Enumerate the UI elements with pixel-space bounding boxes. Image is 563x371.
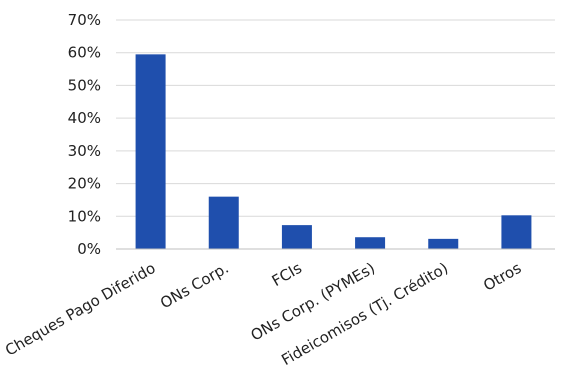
x-category-label: ONs Corp. (PYMEs) [248, 259, 379, 345]
x-category-label: FCIs [269, 259, 305, 290]
x-category-label: Cheques Pago Diferido [2, 259, 159, 360]
y-axis-tick-labels: 0% 10% 20% 30% 40% 50% 60% 70% [68, 11, 101, 258]
bar-1 [208, 196, 239, 249]
bar-3 [355, 237, 386, 249]
y-tick-label: 20% [68, 175, 101, 193]
y-tick-label: 40% [68, 109, 101, 127]
x-category-label: Otros [480, 259, 524, 295]
y-tick-label: 50% [68, 76, 101, 94]
bar-0 [135, 54, 166, 249]
y-tick-label: 0% [77, 240, 101, 258]
y-tick-label: 10% [68, 207, 101, 225]
y-tick-label: 60% [68, 44, 101, 62]
bar-2 [281, 225, 312, 249]
y-tick-label: 70% [68, 11, 101, 29]
x-category-label: ONs Corp. [157, 259, 232, 312]
bars [135, 54, 532, 249]
y-tick-label: 30% [68, 142, 101, 160]
bar-5 [501, 215, 532, 249]
bar-4 [428, 238, 459, 249]
gridlines [116, 19, 555, 217]
